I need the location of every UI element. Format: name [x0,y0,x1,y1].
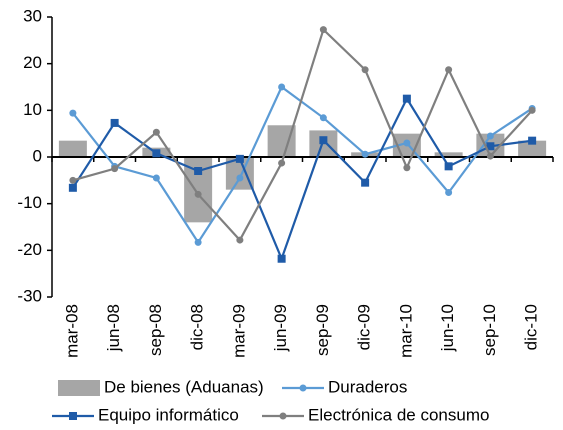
legend-marker [279,412,287,420]
marker [486,142,495,151]
legend-marker [299,384,307,392]
marker [361,66,369,74]
bar [434,152,463,157]
marker [444,162,453,171]
y-tick-label: -20 [17,240,42,259]
marker [486,152,494,160]
marker [69,109,77,117]
marker [277,254,286,263]
y-tick-label: -30 [17,286,42,305]
x-tick-label: dic-09 [355,304,374,350]
y-tick-label: 30 [23,6,42,25]
bar [518,140,547,157]
x-tick-label: sep-10 [480,304,499,356]
marker [194,190,202,198]
marker [361,178,370,187]
marker [194,167,203,175]
marker [319,114,327,122]
legend-label: De bienes (Aduanas) [104,377,264,396]
marker [236,174,244,182]
marker [319,26,327,34]
x-tick-label: mar-08 [62,304,81,358]
marker [445,66,453,74]
marker [486,132,494,140]
marker [402,94,411,103]
legend-marker [69,412,77,420]
legend-label: Equipo informático [98,405,239,424]
y-tick-label: 20 [23,53,42,72]
marker [361,150,369,158]
y-tick-label: -10 [17,193,42,212]
marker [278,159,286,167]
bar [58,140,87,157]
marker [528,136,537,145]
marker [528,106,536,114]
marker [110,118,119,127]
x-tick-label: jun-09 [271,304,290,352]
x-tick-label: sep-08 [146,304,165,356]
marker [403,139,411,147]
line [72,85,533,245]
legend-swatch [58,380,100,396]
marker [445,188,453,196]
marker [152,128,160,136]
marker [152,149,161,158]
line [72,27,533,242]
y-tick-label: 0 [33,146,42,165]
marker [235,154,244,163]
x-tick-label: dic-08 [188,304,207,350]
marker [68,183,77,192]
x-tick-label: dic-10 [522,304,541,350]
marker [278,83,286,91]
marker [403,164,411,172]
marker [69,176,77,184]
x-tick-label: mar-10 [396,304,415,358]
marker [152,174,160,182]
x-tick-label: jun-10 [438,304,457,352]
legend-label: Electrónica de consumo [308,405,489,424]
marker [111,165,119,173]
x-tick-label: jun-08 [104,304,123,352]
x-tick-label: mar-09 [229,304,248,358]
x-tick-label: sep-09 [313,304,332,356]
marker [236,236,244,244]
marker [319,136,328,145]
legend-label: Duraderos [328,377,407,396]
marker [194,238,202,246]
y-tick-label: 10 [23,100,42,119]
line [71,96,533,262]
